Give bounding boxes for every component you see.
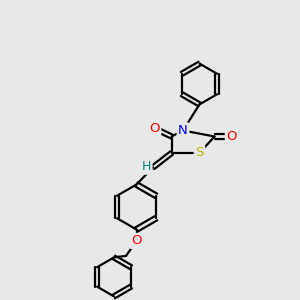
Text: H: H — [142, 160, 151, 173]
Text: N: N — [178, 124, 188, 137]
Text: S: S — [195, 146, 204, 160]
Text: O: O — [149, 122, 160, 135]
Text: O: O — [226, 130, 237, 143]
Text: O: O — [131, 234, 142, 248]
